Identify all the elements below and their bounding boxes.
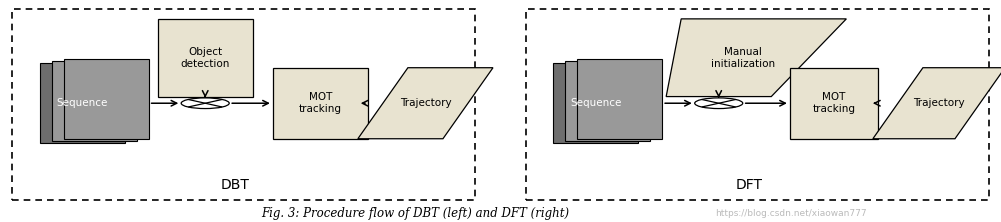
Text: DBT: DBT <box>221 178 249 192</box>
Polygon shape <box>358 68 492 139</box>
Bar <box>52 61 136 141</box>
Circle shape <box>181 98 229 109</box>
Text: Fig. 3: Procedure flow of DBT (left) and DFT (right): Fig. 3: Procedure flow of DBT (left) and… <box>261 207 570 220</box>
Bar <box>64 59 149 139</box>
Text: DFT: DFT <box>736 178 762 192</box>
Text: MOT
tracking: MOT tracking <box>813 92 855 114</box>
Bar <box>40 63 124 143</box>
Text: Object
detection: Object detection <box>180 47 230 69</box>
Bar <box>565 61 650 141</box>
Text: Sequence: Sequence <box>570 98 622 108</box>
Text: https://blog.csdn.net/xiaowan777: https://blog.csdn.net/xiaowan777 <box>715 209 867 218</box>
Bar <box>790 68 878 139</box>
Text: Trajectory: Trajectory <box>399 98 451 108</box>
Circle shape <box>695 98 743 109</box>
Bar <box>12 9 475 200</box>
Text: MOT
tracking: MOT tracking <box>299 92 341 114</box>
Bar <box>577 59 663 139</box>
Bar <box>272 68 368 139</box>
Text: Manual
initialization: Manual initialization <box>711 47 775 69</box>
Bar <box>526 9 989 200</box>
Polygon shape <box>873 68 1001 139</box>
Bar <box>553 63 639 143</box>
Text: Trajectory: Trajectory <box>913 98 965 108</box>
Text: Sequence: Sequence <box>56 98 108 108</box>
Bar <box>157 19 252 97</box>
Polygon shape <box>667 19 846 97</box>
